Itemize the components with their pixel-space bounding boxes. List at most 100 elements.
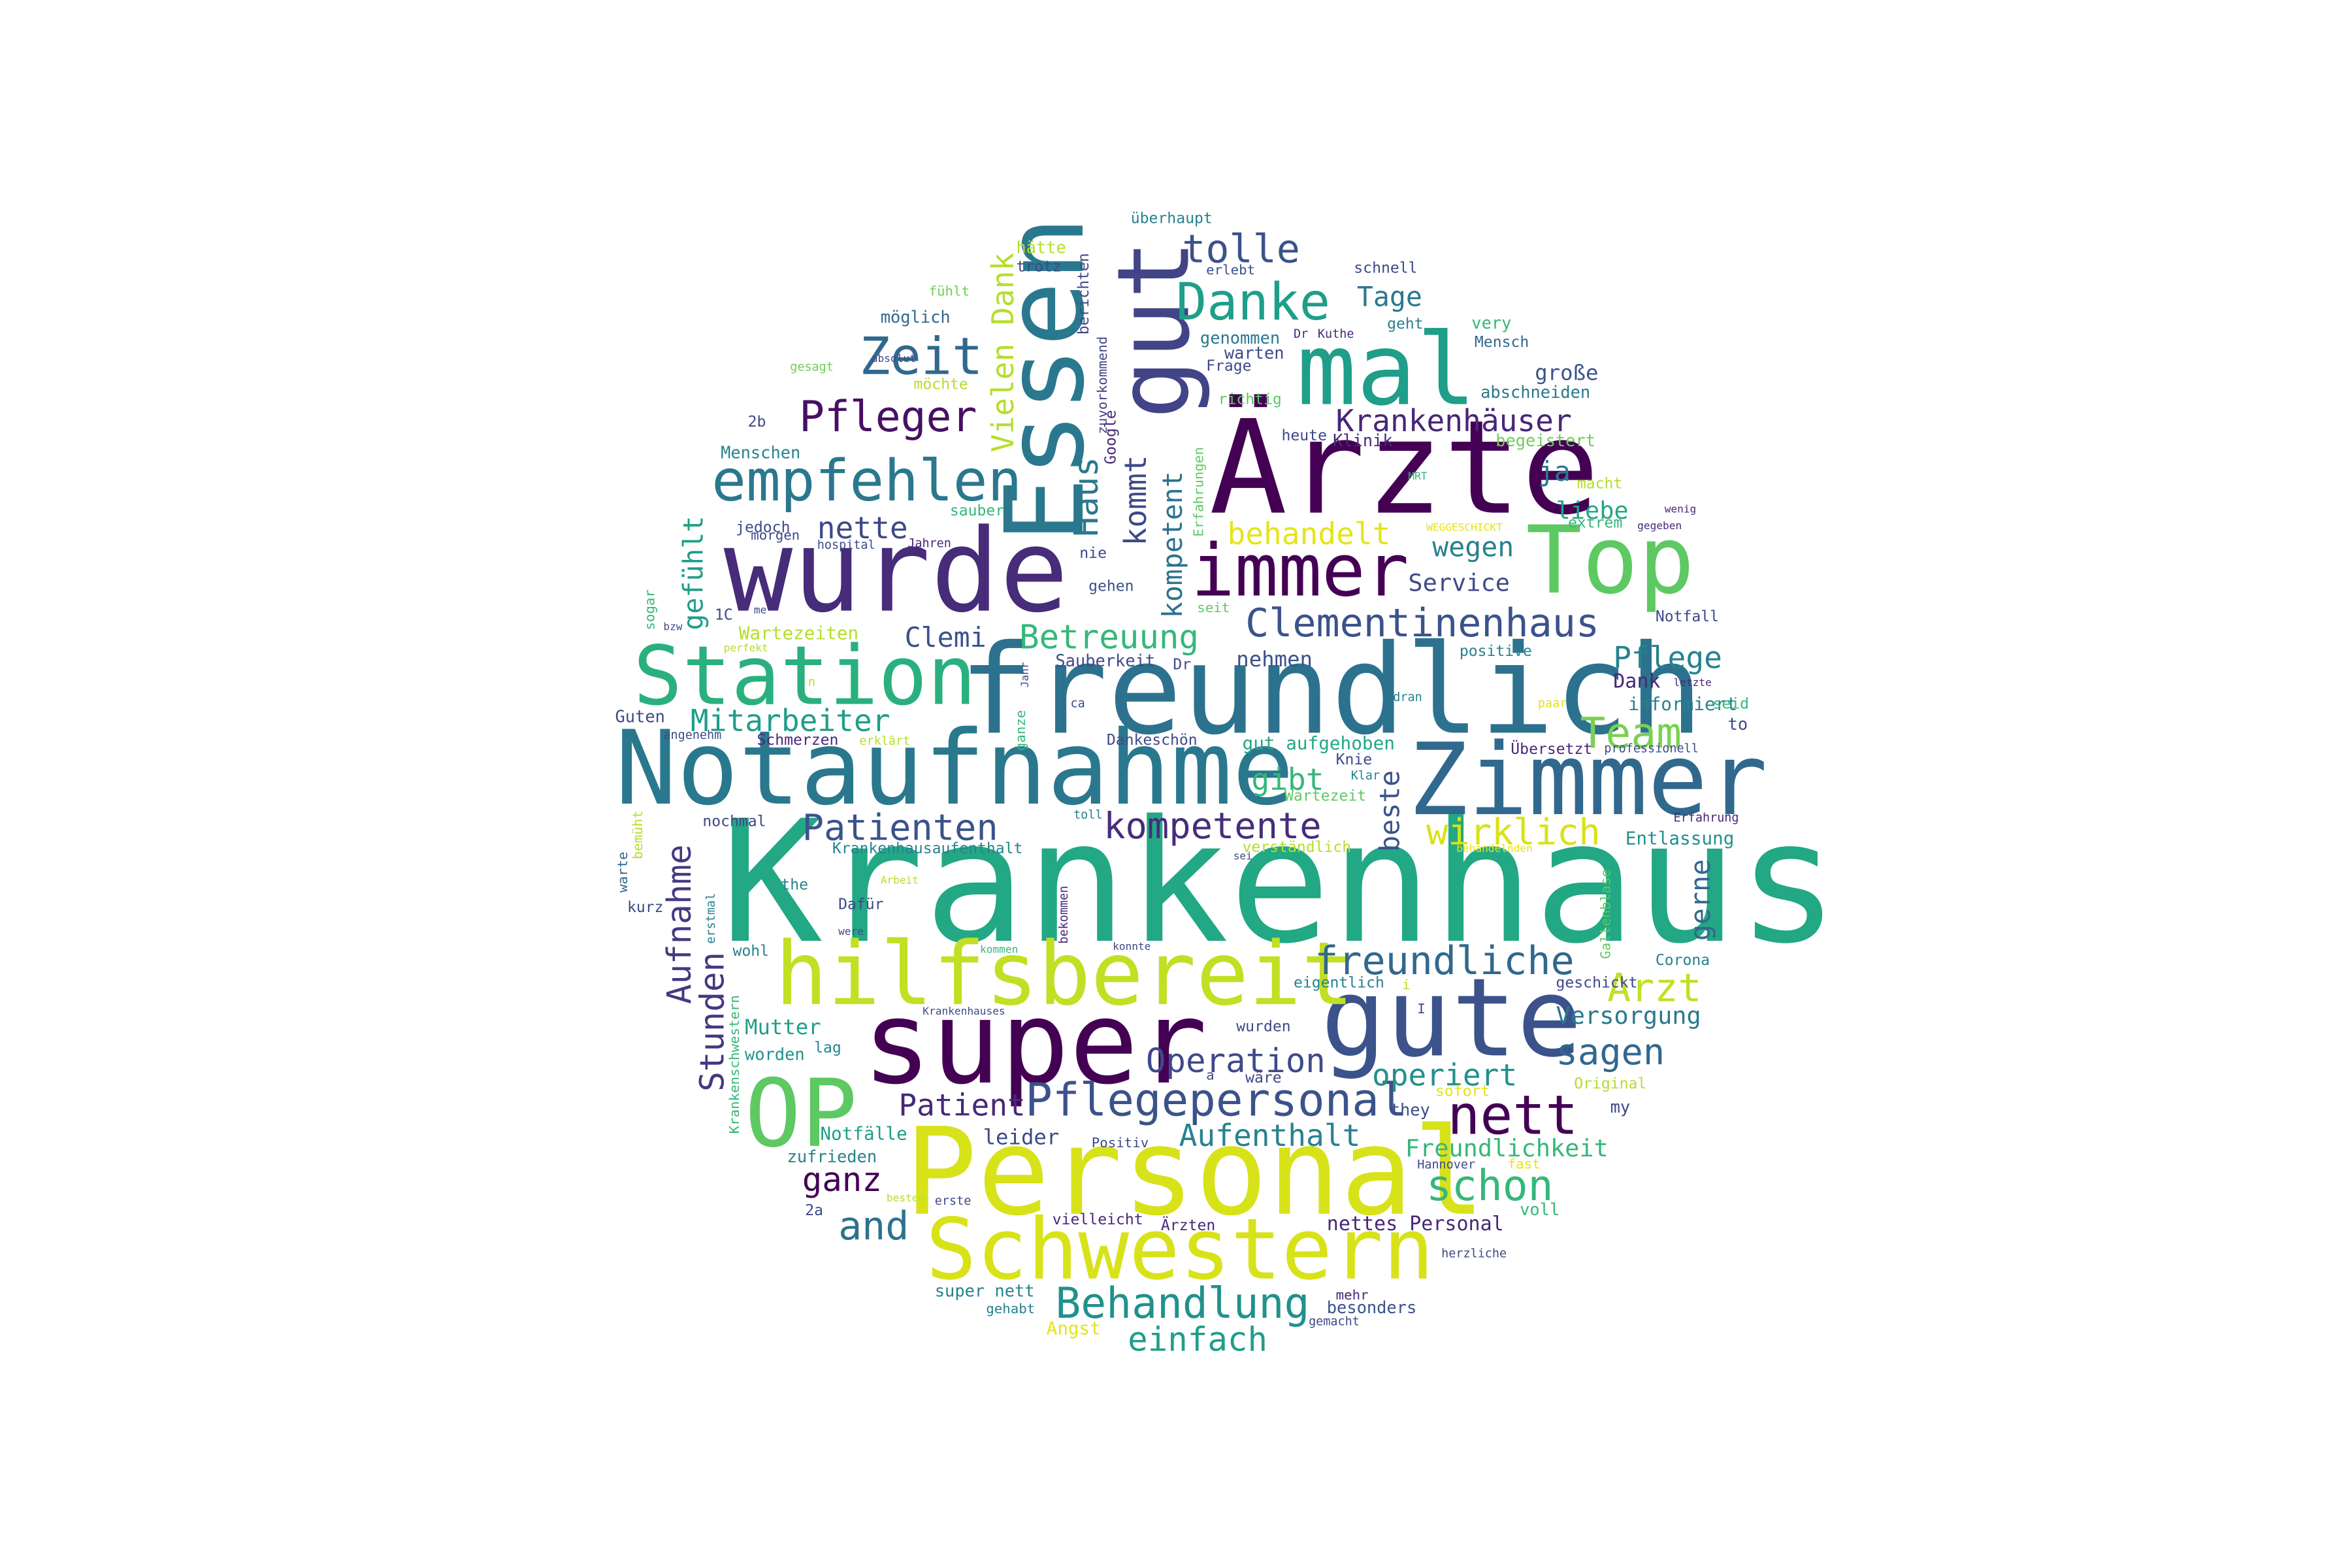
word-the-122: the — [781, 877, 808, 894]
word-erstmal-192: erstmal — [704, 893, 718, 944]
word-sagen-41: sagen — [1556, 1032, 1665, 1073]
word-tage-53: Tage — [1357, 280, 1422, 312]
word-krankenschwestern-159: Krankenschwestern — [727, 995, 742, 1134]
word-dankeschoen-115: Dankeschön — [1107, 732, 1198, 749]
word-krankenhausaufenthalt-120: Krankenhausaufenthalt — [832, 840, 1023, 857]
word-frage-95: Frage — [1206, 358, 1251, 375]
word-ueberhaupt-89: überhaupt — [1131, 210, 1213, 227]
word-i-199: i — [1402, 977, 1411, 992]
word-erfahrung-181: Erfahrung — [1674, 811, 1739, 825]
word-station-12: Station — [633, 629, 976, 724]
word-krankenhaeuser-35: Krankenhäuser — [1336, 403, 1572, 438]
word-original-144: Original — [1574, 1075, 1646, 1092]
word-clemi-57: Clemi — [905, 621, 987, 653]
word-gallenblase-131: Gallenblase — [1598, 869, 1614, 958]
word-hilfsbereit-9: hilfsbereit — [775, 923, 1354, 1025]
word-ca-168: ca — [1070, 696, 1085, 710]
word-klinik-98: Klinik — [1333, 431, 1393, 450]
word-they-140: they — [1390, 1100, 1430, 1120]
word-jahren-167: Jahren — [907, 537, 951, 551]
word-erfahrungen-83: Erfahrungen — [1191, 447, 1207, 536]
word-service-61: Service — [1408, 569, 1510, 597]
word-zufrieden-132: zufrieden — [787, 1147, 877, 1166]
word-grosse-75: große — [1535, 361, 1598, 385]
word-erste-147: erste — [935, 1194, 972, 1208]
word-and-42: and — [838, 1203, 909, 1249]
word-freundlichkeit-65: Freundlichkeit — [1405, 1134, 1609, 1162]
word-berichten-81: berichten — [1075, 253, 1092, 335]
word-perfekt-188: perfekt — [724, 642, 768, 654]
word-patienten-25: Patienten — [802, 807, 998, 849]
word-morgen-104: morgen — [751, 527, 800, 543]
word-herzliche-146: herzliche — [1441, 1247, 1507, 1261]
word-were-191: were — [838, 925, 864, 938]
word-wartezeiten-71: Wartezeiten — [739, 622, 858, 644]
word-gehen-107: gehen — [1088, 578, 1134, 595]
word-sofort-142: sofort — [1435, 1083, 1490, 1100]
word-richtig-96: richtig — [1218, 391, 1282, 408]
word-pflegepersonal-24: Pflegepersonal — [1025, 1075, 1406, 1127]
word-paar-170: paar — [1538, 696, 1567, 710]
word-immer-17: immer — [1191, 529, 1409, 613]
word-freundlich-1: freundlich — [959, 618, 1703, 762]
word-zuvorkommend-84: zuvorkommend — [1094, 336, 1110, 434]
word-mrt-177: MRT — [1408, 470, 1427, 482]
word-behandelnden-182: behandelnden — [1456, 842, 1533, 855]
word-haus-49: Haus — [1067, 457, 1105, 536]
word-dafuer-123: Dafür — [838, 896, 883, 913]
word-2b-149: 2b — [748, 414, 766, 431]
word-team-30: Team — [1580, 710, 1682, 759]
word-super-5: super — [862, 977, 1207, 1110]
word-arbeit-161: Arbeit — [881, 874, 919, 886]
word-very-91: very — [1471, 313, 1511, 333]
word-2a-148: 2a — [805, 1202, 823, 1219]
word-entlassung-74: Entlassung — [1625, 827, 1735, 849]
word-geht-178: geht — [1387, 316, 1424, 333]
word-erklaert-186: erklärt — [859, 734, 910, 748]
word-knie-118: Knie — [1336, 751, 1373, 768]
word-bzw-189: bzw — [663, 621, 682, 633]
word-nie-106: nie — [1079, 545, 1107, 562]
word-wartezeit-116: Wartezeit — [1284, 787, 1366, 804]
word-sauberkeit-76: Sauberkeit — [1055, 651, 1155, 670]
word-op-16: OP — [745, 1059, 857, 1168]
word-gemacht-139: gemacht — [1309, 1315, 1360, 1328]
word-gegeben-176: gegeben — [1637, 519, 1682, 532]
word-behandelt-51: behandelt — [1227, 516, 1390, 551]
word-bekommen-130: bekommen — [1057, 886, 1071, 944]
word-liebe-62: liebe — [1556, 497, 1629, 525]
word-eigentlich-129: eigentlich — [1294, 975, 1384, 992]
word-wenig-175: wenig — [1665, 503, 1697, 515]
word-1c-150: 1C — [715, 606, 733, 623]
word-wohl-124: wohl — [733, 943, 770, 960]
word-schon-29: schon — [1426, 1162, 1554, 1211]
word-klar-195: Klar — [1351, 769, 1380, 783]
word-sei-183: sei — [1233, 849, 1252, 862]
word-absolut-158: absolut — [872, 352, 916, 365]
word-fuehlt-156: fühlt — [929, 283, 970, 299]
word-voll-136: voll — [1520, 1200, 1560, 1219]
word-menschen-102: Menschen — [721, 443, 800, 463]
word-lag-162: lag — [814, 1039, 841, 1056]
word-super-nett-80: super nett — [935, 1281, 1035, 1301]
word-sogar-154: sogar — [642, 589, 658, 630]
word-tolle-32: tolle — [1182, 227, 1300, 272]
word-vielen-dank-47: Vielen Dank — [985, 253, 1021, 453]
word-schwestern-10: Schwestern — [926, 1201, 1434, 1299]
word-betreuung-33: Betreuung — [1019, 617, 1199, 656]
word-seit-108: seit — [1197, 600, 1230, 615]
word-moeglich-85: möglich — [881, 307, 951, 327]
word-haette-86: hätte — [1016, 238, 1066, 257]
word-wegen-60: wegen — [1432, 531, 1514, 563]
word-hospital-166: hospital — [817, 538, 875, 552]
word-mutter-66: Mutter — [745, 1015, 821, 1039]
word-extrem-112: extrem — [1568, 515, 1622, 532]
word-trotz-87: trotz — [1016, 258, 1061, 275]
word-vielleicht-134: vielleicht — [1053, 1211, 1143, 1228]
word-freundliche-26: freundliche — [1315, 938, 1574, 984]
word-konnte-184: konnte — [1113, 940, 1151, 953]
word-stunden-38: Stunden — [693, 952, 732, 1092]
word-my-141: my — [1610, 1097, 1631, 1117]
